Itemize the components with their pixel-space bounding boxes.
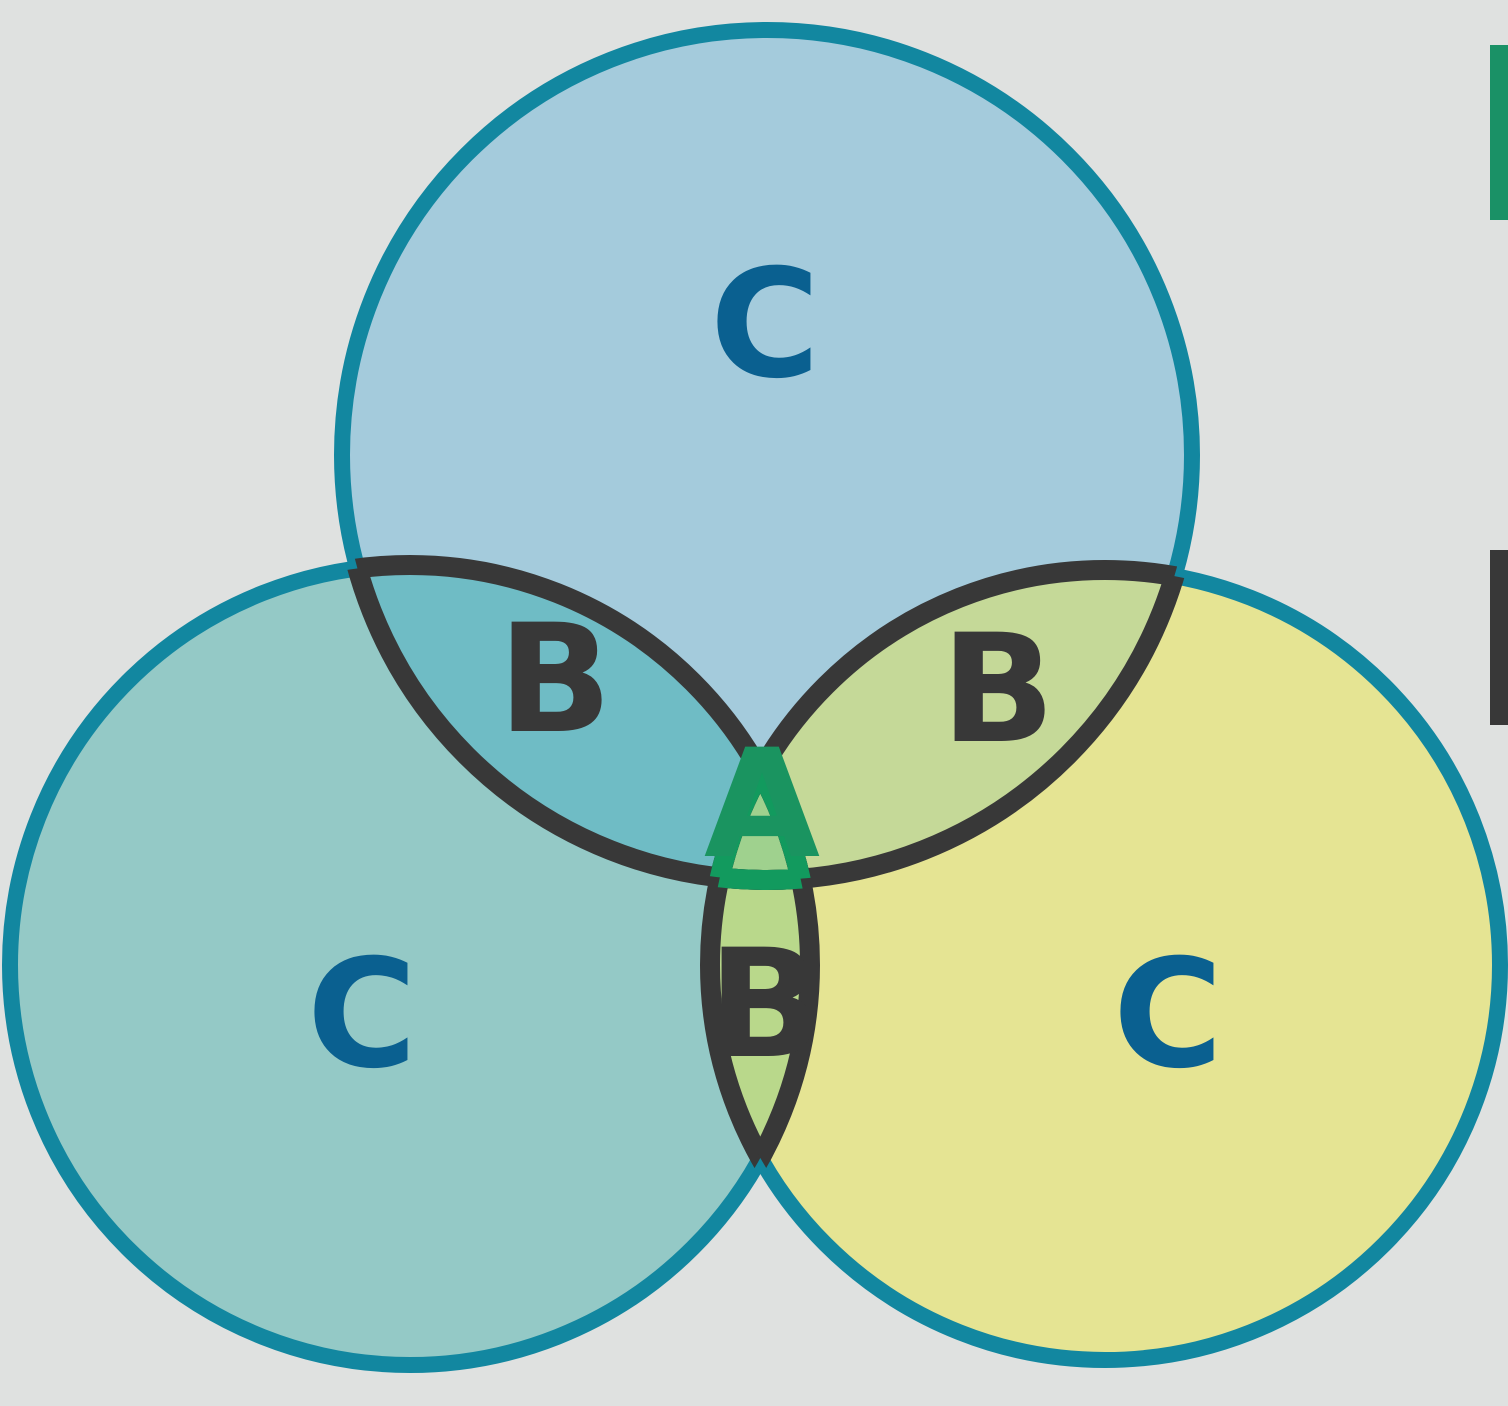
center-outline — [700, 565, 820, 890]
region-label: C — [710, 238, 820, 412]
legend-swatch-dark — [1490, 550, 1508, 725]
lens-edge — [710, 570, 820, 1360]
region-label: B — [708, 918, 822, 1092]
region-label: B — [941, 603, 1055, 777]
region-label: C — [307, 928, 417, 1102]
overlap-top-right — [710, 570, 1192, 880]
region-label: A — [704, 718, 820, 892]
legend-swatch-green — [1490, 45, 1508, 220]
lens-edge — [700, 565, 810, 1365]
region-label: C — [1113, 928, 1223, 1102]
lens-edge — [342, 555, 820, 880]
center-edge — [710, 570, 810, 890]
region-label: B — [498, 593, 612, 767]
lens-edge — [700, 560, 1192, 880]
overlap-top-left — [342, 565, 810, 880]
